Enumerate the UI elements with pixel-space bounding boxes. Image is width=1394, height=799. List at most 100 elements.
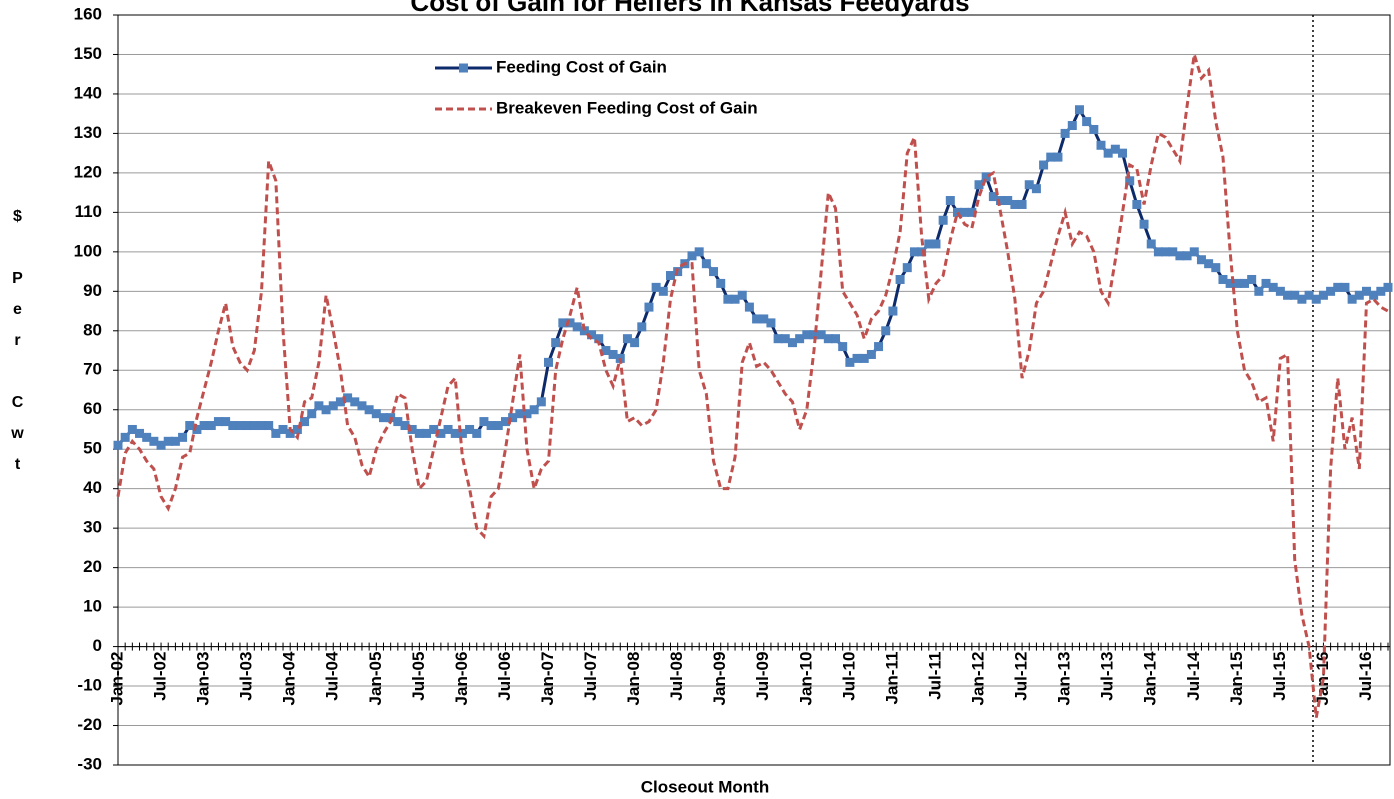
data-point: [1096, 140, 1106, 150]
data-point: [429, 424, 439, 434]
data-point: [701, 259, 711, 269]
data-point: [192, 424, 202, 434]
data-point: [393, 417, 403, 427]
data-point: [307, 409, 317, 419]
data-point: [1125, 176, 1135, 186]
data-point: [1239, 278, 1249, 288]
data-point: [816, 330, 826, 340]
x-tick-label: Jan-11: [882, 652, 901, 705]
data-point: [1110, 144, 1120, 154]
data-point: [981, 172, 991, 182]
data-point: [1017, 199, 1027, 209]
x-tick-label: Jul-12: [1012, 652, 1031, 701]
data-point: [1039, 160, 1049, 170]
data-point: [149, 436, 159, 446]
x-tick-label: Jan-15: [1227, 652, 1246, 706]
x-tick-label: Jul-04: [323, 651, 342, 701]
data-point: [1311, 294, 1321, 304]
data-point: [945, 196, 955, 206]
data-point: [500, 417, 510, 427]
data-point: [515, 409, 525, 419]
data-point: [1361, 286, 1371, 296]
data-point: [852, 353, 862, 363]
data-point: [414, 428, 424, 438]
data-point: [938, 215, 948, 225]
data-point: [651, 282, 661, 292]
data-point: [206, 421, 216, 431]
data-point: [1318, 290, 1328, 300]
data-point: [364, 405, 374, 415]
data-point: [859, 353, 869, 363]
x-tick-label: Jul-16: [1356, 652, 1375, 701]
legend-label: Feeding Cost of Gain: [496, 57, 667, 76]
x-tick-label: Jul-10: [839, 652, 858, 701]
data-point: [1089, 124, 1099, 134]
data-point: [780, 334, 790, 344]
data-point: [1060, 128, 1070, 138]
y-tick-label: 50: [83, 439, 102, 458]
data-point: [1333, 282, 1343, 292]
x-tick-label: Jan-12: [969, 652, 988, 706]
x-tick-label: Jan-06: [452, 652, 471, 706]
data-point: [1053, 152, 1063, 162]
y-tick-label: 90: [83, 281, 102, 300]
data-point: [687, 251, 697, 261]
y-tick-label: 30: [83, 518, 102, 537]
data-point: [1031, 184, 1041, 194]
data-point: [271, 428, 281, 438]
data-point: [996, 196, 1006, 206]
data-point: [199, 421, 209, 431]
data-point: [378, 413, 388, 423]
data-point: [866, 349, 876, 359]
data-point: [881, 326, 891, 336]
data-point: [924, 239, 934, 249]
data-point: [335, 397, 345, 407]
data-point: [845, 357, 855, 367]
x-tick-label: Jul-15: [1270, 652, 1289, 701]
data-point: [1161, 247, 1171, 257]
data-point: [1182, 251, 1192, 261]
x-axis-label: Closeout Month: [641, 777, 769, 796]
data-point: [974, 180, 984, 190]
data-point: [1218, 274, 1228, 284]
data-point: [802, 330, 812, 340]
data-point: [967, 207, 977, 217]
data-point: [235, 421, 245, 431]
y-axis-label: $ Per Cwt: [9, 208, 26, 487]
data-point: [1067, 121, 1077, 131]
data-point: [422, 428, 432, 438]
data-point: [709, 267, 719, 277]
y-tick-label: 150: [74, 44, 102, 63]
data-point: [314, 401, 324, 411]
data-point: [665, 271, 675, 281]
data-point: [1189, 247, 1199, 257]
data-point: [737, 290, 747, 300]
y-tick-label: -30: [77, 754, 102, 773]
data-point: [1275, 286, 1285, 296]
data-point: [1146, 239, 1156, 249]
data-point: [838, 342, 848, 352]
y-tick-label: 140: [74, 83, 102, 102]
data-point: [1175, 251, 1185, 261]
data-point: [787, 338, 797, 348]
data-point: [221, 417, 231, 427]
data-point: [1074, 105, 1084, 115]
data-point: [622, 334, 632, 344]
y-tick-label: 70: [83, 360, 102, 379]
data-point: [1225, 278, 1235, 288]
x-tick-label: Jul-02: [151, 652, 170, 701]
data-point: [213, 417, 223, 427]
data-point: [142, 432, 152, 442]
legend-marker: [459, 63, 468, 73]
data-point: [730, 294, 740, 304]
data-point: [1247, 274, 1257, 284]
data-point: [1211, 263, 1221, 273]
y-tick-label: -20: [77, 715, 102, 734]
data-point: [371, 409, 381, 419]
y-tick-label: 20: [83, 557, 102, 576]
data-point: [823, 334, 833, 344]
data-point: [407, 424, 417, 434]
series-line: [116, 106, 1389, 447]
